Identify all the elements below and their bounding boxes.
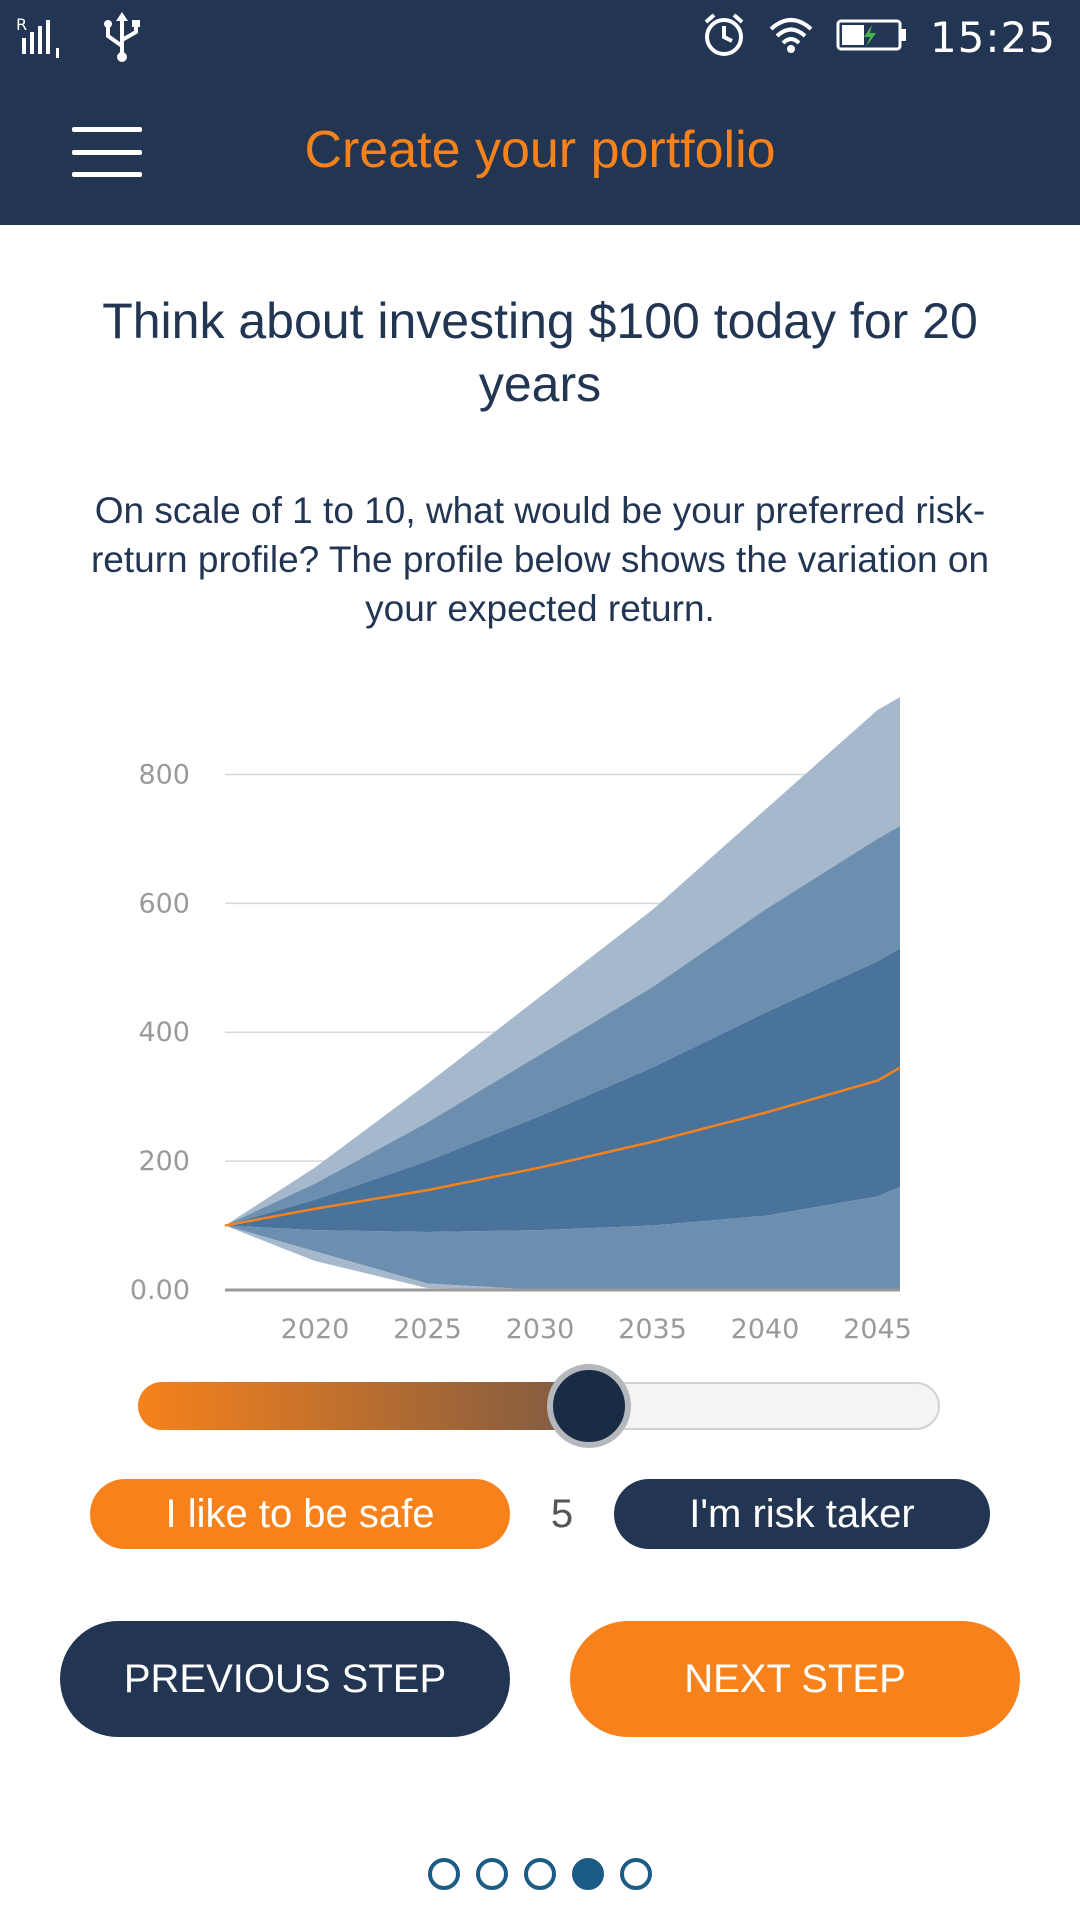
y-tick-label: 600: [138, 888, 190, 919]
risk-taker-button[interactable]: I'm risk taker: [614, 1479, 990, 1549]
headline: Think about investing $100 today for 20 …: [102, 293, 978, 412]
battery-charging-icon: [836, 17, 908, 58]
outer-lower-band: [225, 1225, 900, 1290]
next-step-button[interactable]: NEXT STEP: [570, 1621, 1020, 1737]
slider-fill: [138, 1382, 588, 1430]
clock-time: 15:25: [929, 13, 1056, 62]
y-tick-label: 0.00: [130, 1275, 190, 1306]
slider-thumb[interactable]: [547, 1364, 632, 1448]
pagination-dot[interactable]: [428, 1858, 460, 1890]
risk-return-chart: 0.00 200 400 600 800 2020 2025 2030 2035 2040 2045: [130, 697, 912, 1345]
pagination-dot[interactable]: [572, 1858, 604, 1890]
pagination-dots: [0, 1858, 1080, 1890]
app-bar: Create your portfolio: [0, 80, 1080, 225]
x-tick-label: 2030: [506, 1314, 575, 1345]
risk-level-value: 5: [550, 1491, 574, 1536]
wifi-icon: [768, 15, 814, 60]
svg-text:R: R: [16, 15, 27, 34]
risk-slider[interactable]: [138, 1364, 940, 1448]
risk-question: On scale of 1 to 10, what would be your …: [90, 490, 990, 629]
x-tick-label: 2040: [731, 1314, 800, 1345]
app-title: Create your portfolio: [304, 121, 776, 179]
pagination-dot[interactable]: [620, 1858, 652, 1890]
y-tick-label: 400: [138, 1017, 190, 1048]
x-tick-label: 2035: [618, 1314, 687, 1345]
alarm-icon: [702, 12, 746, 63]
expected-return-line: [224, 1066, 901, 1227]
inner-band: [225, 948, 900, 1232]
usb-icon: [100, 12, 144, 67]
x-tick-label: 2020: [281, 1314, 350, 1345]
safe-button[interactable]: I like to be safe: [90, 1479, 510, 1549]
previous-step-button[interactable]: PREVIOUS STEP: [60, 1621, 510, 1737]
signal-icon: R: [16, 14, 66, 65]
y-tick-label: 200: [138, 1146, 190, 1177]
middle-lower-band: [225, 1186, 900, 1290]
status-bar: R: [0, 0, 1080, 80]
x-tick-label: 2045: [843, 1314, 912, 1345]
y-tick-label: 800: [138, 759, 190, 790]
hamburger-menu-icon[interactable]: [72, 127, 142, 177]
pagination-dot[interactable]: [476, 1858, 508, 1890]
pagination-dot[interactable]: [524, 1858, 556, 1890]
x-tick-label: 2025: [393, 1314, 462, 1345]
